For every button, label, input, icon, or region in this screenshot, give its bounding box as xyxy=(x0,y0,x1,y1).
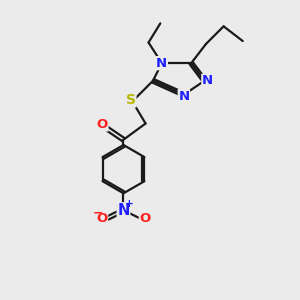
Text: N: N xyxy=(117,203,130,218)
Text: O: O xyxy=(96,212,108,225)
Text: −: − xyxy=(93,207,104,220)
Text: O: O xyxy=(140,212,151,225)
Text: N: N xyxy=(202,74,213,87)
Text: N: N xyxy=(178,90,189,103)
Text: S: S xyxy=(126,93,136,107)
Text: O: O xyxy=(97,118,108,131)
Text: +: + xyxy=(124,199,133,209)
Text: N: N xyxy=(156,57,167,70)
